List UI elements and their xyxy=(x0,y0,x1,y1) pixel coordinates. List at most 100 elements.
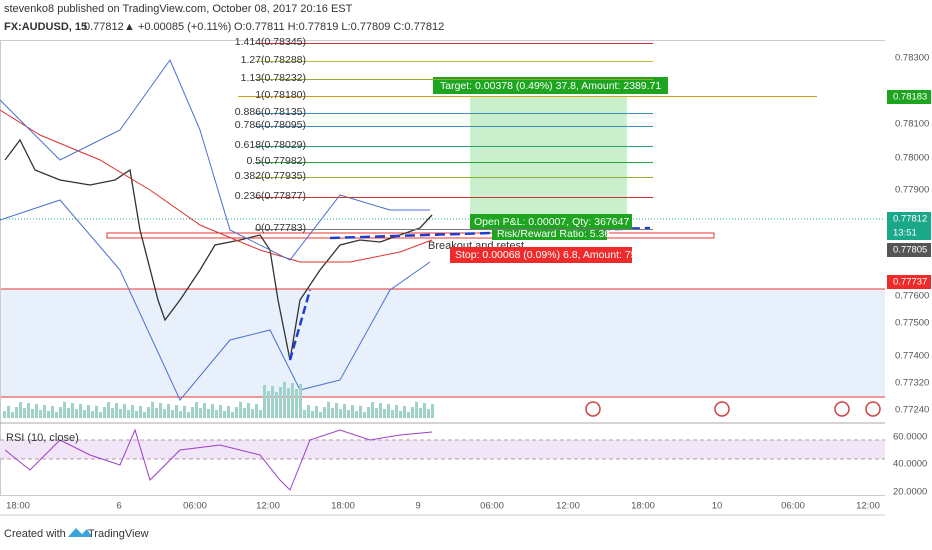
volume-bar xyxy=(275,392,278,418)
time-label: 10 xyxy=(712,501,723,512)
volume-bar xyxy=(263,385,266,418)
retest-box xyxy=(106,232,715,239)
volume-bar xyxy=(195,402,198,418)
target-label-bg xyxy=(433,77,668,94)
volume-bar xyxy=(199,408,202,418)
volume-bar xyxy=(75,409,78,418)
support-zone xyxy=(1,289,885,397)
volume-bar xyxy=(399,411,402,418)
stop-label: Stop: 0.00068 (0.09%) 6.8, Amount: 750 xyxy=(455,249,643,261)
rsi-axis-label: 20.0000 xyxy=(893,487,927,498)
price-label: 0.77900 xyxy=(895,185,929,196)
fib-label: 1(0.78180) xyxy=(255,89,306,101)
volume-bar xyxy=(115,403,118,418)
volume-bar xyxy=(371,402,374,418)
volume-bar xyxy=(279,387,282,418)
volume-bar xyxy=(271,386,274,418)
volume-bar xyxy=(179,411,182,418)
time-label: 06:00 xyxy=(480,501,504,512)
volume-bar xyxy=(375,408,378,418)
volume-bar xyxy=(27,403,30,418)
volume-bar xyxy=(379,403,382,418)
price-path xyxy=(4,138,433,361)
volume-bar xyxy=(327,402,330,418)
volume-bar xyxy=(183,406,186,418)
volume xyxy=(3,382,434,418)
trend-line xyxy=(288,289,312,361)
volume-bar xyxy=(335,403,338,418)
published-line: stevenko8 published on TradingView.com, … xyxy=(4,3,353,15)
volume-bar xyxy=(291,383,294,418)
fib-label: 0.618(0.78029) xyxy=(235,139,306,151)
time-label: 12:00 xyxy=(256,501,280,512)
volume-bar xyxy=(423,403,426,418)
volume-bar xyxy=(203,403,206,418)
bb-upper xyxy=(0,58,430,261)
volume-bar xyxy=(223,411,226,418)
volume-bar xyxy=(31,409,34,418)
stop-bg xyxy=(450,247,632,263)
volume-bar xyxy=(247,403,250,418)
price-label: 0.78000 xyxy=(895,153,929,164)
volume-bar xyxy=(7,406,10,418)
volume-bar xyxy=(299,384,302,418)
volume-bar xyxy=(87,405,90,418)
volume-bar xyxy=(167,404,170,418)
volume-bar xyxy=(351,405,354,418)
volume-bar xyxy=(71,403,74,418)
volume-bar xyxy=(355,411,358,418)
volume-bar xyxy=(347,410,350,418)
fib-label: 0.786(0.78095) xyxy=(235,119,306,131)
volume-bar xyxy=(391,410,394,418)
volume-bar xyxy=(111,408,114,418)
volume-bar xyxy=(427,409,430,418)
price-tag-bg xyxy=(887,90,931,104)
volume-bar xyxy=(191,407,194,418)
volume-bar xyxy=(367,407,370,418)
ohlc: O:0.77811 H:0.77819 L:0.77809 C:0.77812 xyxy=(234,21,444,33)
volume-bar xyxy=(91,411,94,418)
volume-bar xyxy=(339,409,342,418)
price-tag-bg xyxy=(887,275,931,289)
volume-bar xyxy=(235,407,238,418)
event-icon xyxy=(865,401,881,417)
volume-bar xyxy=(207,409,210,418)
volume-bar xyxy=(239,402,242,418)
volume-bar xyxy=(383,409,386,418)
footer-brand: TradingView xyxy=(88,528,149,540)
volume-bar xyxy=(139,406,142,418)
price-tag: 0.77737 xyxy=(893,277,927,288)
price-label: 0.77240 xyxy=(895,405,929,416)
volume-bar xyxy=(19,402,22,418)
fib-label: 0.236(0.77877) xyxy=(235,190,306,202)
volume-bar xyxy=(151,402,154,418)
rsi-axis-label: 60.0000 xyxy=(893,432,927,443)
fib-label: 0.382(0.77935) xyxy=(235,170,306,182)
volume-bar xyxy=(295,389,298,418)
volume-bar xyxy=(231,412,234,418)
price-tag-bg xyxy=(887,226,931,240)
fib-label: 0(0.77783) xyxy=(255,222,306,234)
volume-bar xyxy=(175,405,178,418)
time-label: 9 xyxy=(415,501,420,512)
volume-bar xyxy=(315,406,318,418)
price-tag-bg xyxy=(887,212,931,226)
volume-bar xyxy=(359,406,362,418)
target-label: Target: 0.00378 (0.49%) 37.8, Amount: 23… xyxy=(440,80,661,92)
volume-bar xyxy=(343,404,346,418)
event-icon xyxy=(585,401,601,417)
volume-bar xyxy=(59,407,62,418)
fib-label: 1.13(0.78232) xyxy=(241,72,306,84)
volume-bar xyxy=(211,404,214,418)
rsi-band xyxy=(0,440,885,459)
time-label: 18:00 xyxy=(331,501,355,512)
volume-bar xyxy=(287,388,290,418)
volume-bar xyxy=(39,410,42,418)
fib-label: 0.886(0.78135) xyxy=(235,106,306,118)
volume-bar xyxy=(107,402,110,418)
last-price: 0.77812 xyxy=(84,21,124,33)
price-tag: 0.78183 xyxy=(893,92,927,103)
price-tag: 0.77805 xyxy=(893,245,927,256)
volume-bar xyxy=(187,412,190,418)
volume-bar xyxy=(43,405,46,418)
